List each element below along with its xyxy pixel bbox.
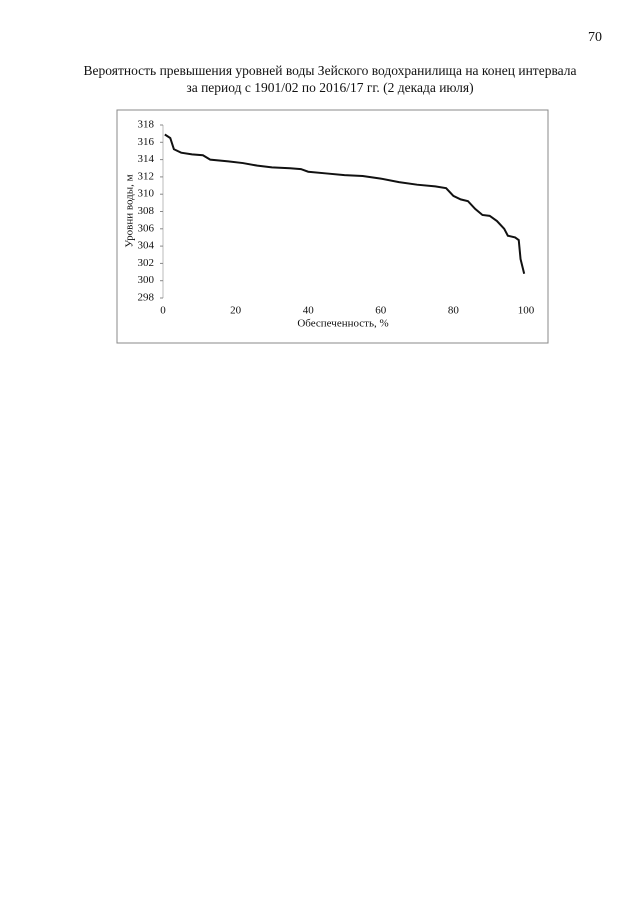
y-tick-label: 298 bbox=[138, 292, 155, 304]
x-tick-label: 0 bbox=[160, 305, 166, 317]
x-tick-label: 100 bbox=[518, 305, 535, 317]
y-tick-label: 314 bbox=[138, 153, 155, 165]
x-tick-label: 60 bbox=[375, 305, 387, 317]
x-tick-label: 40 bbox=[303, 305, 315, 317]
x-tick-label: 80 bbox=[448, 305, 460, 317]
title-line: за период с 1901/02 по 2016/17 гг. (2 де… bbox=[186, 80, 474, 95]
title-line: Вероятность превышения уровней воды Зейс… bbox=[83, 63, 577, 78]
y-tick-label: 318 bbox=[138, 119, 155, 131]
y-tick-label: 300 bbox=[138, 274, 155, 286]
y-tick-label: 308 bbox=[138, 205, 155, 217]
y-tick-label: 310 bbox=[138, 188, 155, 200]
y-tick-label: 302 bbox=[138, 257, 155, 269]
chart-title: Вероятность превышения уровней воды Зейс… bbox=[60, 62, 600, 96]
x-tick-label: 20 bbox=[230, 305, 242, 317]
chart-frame bbox=[116, 109, 549, 344]
y-axis-label: Уровни воды, м bbox=[124, 174, 136, 247]
x-axis-label: Обеспеченность, % bbox=[297, 318, 388, 330]
y-tick-label: 312 bbox=[138, 170, 155, 182]
y-tick-label: 306 bbox=[138, 222, 155, 234]
data-line bbox=[164, 133, 526, 275]
y-tick-label: 304 bbox=[138, 240, 155, 252]
page-number: 70 bbox=[588, 30, 602, 45]
y-tick-label: 316 bbox=[138, 136, 155, 148]
